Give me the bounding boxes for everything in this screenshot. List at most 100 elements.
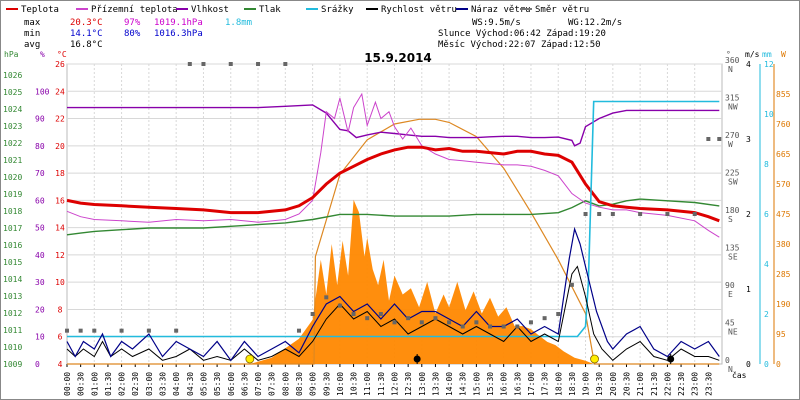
wind-direction-point	[706, 137, 711, 141]
time-tick: 13:30	[431, 372, 440, 396]
time-tick: 08:00	[281, 372, 290, 396]
wind-direction-point	[556, 312, 561, 316]
dir-tick-label: NE	[728, 328, 738, 337]
wind-direction-point	[119, 328, 124, 333]
w-tick: 570	[776, 180, 791, 189]
mm-tick: 8	[764, 160, 769, 169]
mm-tick: 4	[764, 260, 769, 269]
wind-direction-point	[419, 320, 424, 325]
pct-tick: 100	[35, 87, 50, 96]
wind-direction-point	[447, 320, 452, 325]
time-tick: 04:30	[186, 372, 195, 396]
legend-label: Srážky	[321, 5, 354, 15]
legend: Teplota Přízemní teplota Vlhkost Tlak Srážky…	[6, 5, 589, 15]
wind-direction-point	[406, 316, 411, 321]
hpa-tick: 1021	[3, 156, 22, 165]
time-tick: 10:30	[350, 372, 359, 396]
time-tick: 17:00	[527, 372, 536, 396]
pressure-line	[66, 198, 720, 236]
temp-tick: 10	[55, 278, 65, 287]
temp-tick: 26	[55, 60, 65, 69]
dir-tick: 270	[725, 131, 740, 140]
temp-tick: 14	[55, 224, 65, 233]
wind-direction-point	[392, 320, 397, 325]
wind-direction-point	[542, 316, 547, 321]
time-tick: 21:30	[650, 372, 659, 396]
temp-tick: 24	[55, 87, 65, 96]
hpa-tick: 1026	[3, 71, 22, 80]
wind-direction-point	[174, 328, 179, 333]
wind-direction-point	[488, 324, 493, 329]
time-tick: 16:00	[500, 372, 509, 396]
hpa-tick: 1013	[3, 292, 22, 301]
pct-tick: 0	[35, 360, 40, 369]
stats-block: max 20.3°C 97% 1019.1hPa 1.8mm min 14.1°…	[24, 18, 622, 50]
sun-times: Slunce Východ:06:42 Západ:19:20	[438, 29, 606, 39]
wind-direction-point	[201, 62, 206, 66]
wind-direction-point	[296, 328, 301, 333]
time-tick: 15:30	[486, 372, 495, 396]
hpa-tick: 1018	[3, 207, 22, 216]
time-tick: 03:30	[159, 372, 168, 396]
avg-label: avg	[24, 40, 40, 50]
ms-tick: 1	[746, 285, 751, 294]
hpa-tick: 1022	[3, 139, 22, 148]
dir-tick: 135	[725, 244, 740, 253]
time-tick: 12:30	[404, 372, 413, 396]
pct-unit: %	[40, 50, 45, 59]
pct-tick: 20	[35, 305, 45, 314]
dir-tick-label: W	[728, 140, 733, 149]
dir-tick-label: SW	[728, 178, 738, 187]
wind-gust-max: WG:12.2m/s	[568, 18, 622, 28]
wind-direction-point	[474, 320, 479, 325]
time-tick: 05:00	[199, 372, 208, 396]
time-tick: 09:30	[322, 372, 331, 396]
time-tick: 10:00	[336, 372, 345, 396]
ms-tick: 2	[746, 210, 751, 219]
axis-unit-labels: hPa % °C ° m/s mm W čas	[4, 50, 786, 380]
c-unit: °C	[57, 50, 67, 59]
wind-direction-point	[92, 328, 97, 333]
dir-tick-label: E	[728, 290, 733, 299]
temp-tick: 18	[55, 169, 65, 178]
solar-radiation-area	[67, 199, 722, 364]
time-tick: 15:00	[472, 372, 481, 396]
dir-tick-label: S	[728, 215, 733, 224]
dir-tick: 360	[725, 56, 740, 65]
min-temp: 14.1°C	[70, 29, 103, 39]
mm-tick: 2	[764, 310, 769, 319]
wind-direction-point	[146, 328, 151, 333]
time-tick: 14:30	[459, 372, 468, 396]
hpa-tick: 1011	[3, 326, 22, 335]
time-tick: 18:30	[568, 372, 577, 396]
w-tick: 95	[776, 330, 786, 339]
time-tick: 14:00	[445, 372, 454, 396]
time-tick: 01:00	[90, 372, 99, 396]
time-tick: 06:00	[227, 372, 236, 396]
wind-direction-point	[460, 324, 465, 329]
mm-tick: 12	[764, 60, 774, 69]
wind-direction-point	[569, 282, 574, 287]
wind-direction-point	[78, 328, 83, 333]
time-tick: 16:30	[513, 372, 522, 396]
legend-label: Náraz větru	[471, 5, 531, 15]
hpa-tick: 1010	[3, 343, 22, 352]
temp-tick: 12	[55, 251, 65, 260]
temp-tick: 6	[58, 333, 63, 342]
time-tick: 01:30	[104, 372, 113, 396]
hpa-tick: 1020	[3, 173, 22, 182]
time-tick: 19:00	[582, 372, 591, 396]
wind-direction-point	[228, 62, 233, 66]
mm-tick: 6	[764, 210, 769, 219]
axes: 1009101010111012101310141015101610171018…	[3, 56, 791, 396]
ms-unit: m/s	[745, 50, 760, 59]
time-tick: 18:00	[554, 372, 563, 396]
dir-tick: 45	[725, 319, 735, 328]
pct-tick: 50	[35, 224, 45, 233]
hpa-tick: 1017	[3, 224, 22, 233]
time-tick: 22:00	[663, 372, 672, 396]
time-tick: 06:30	[240, 372, 249, 396]
hpa-tick: 1015	[3, 258, 22, 267]
rain-total: 1.8mm	[225, 18, 252, 28]
wind-speed-max: WS:9.5m/s	[472, 18, 521, 28]
